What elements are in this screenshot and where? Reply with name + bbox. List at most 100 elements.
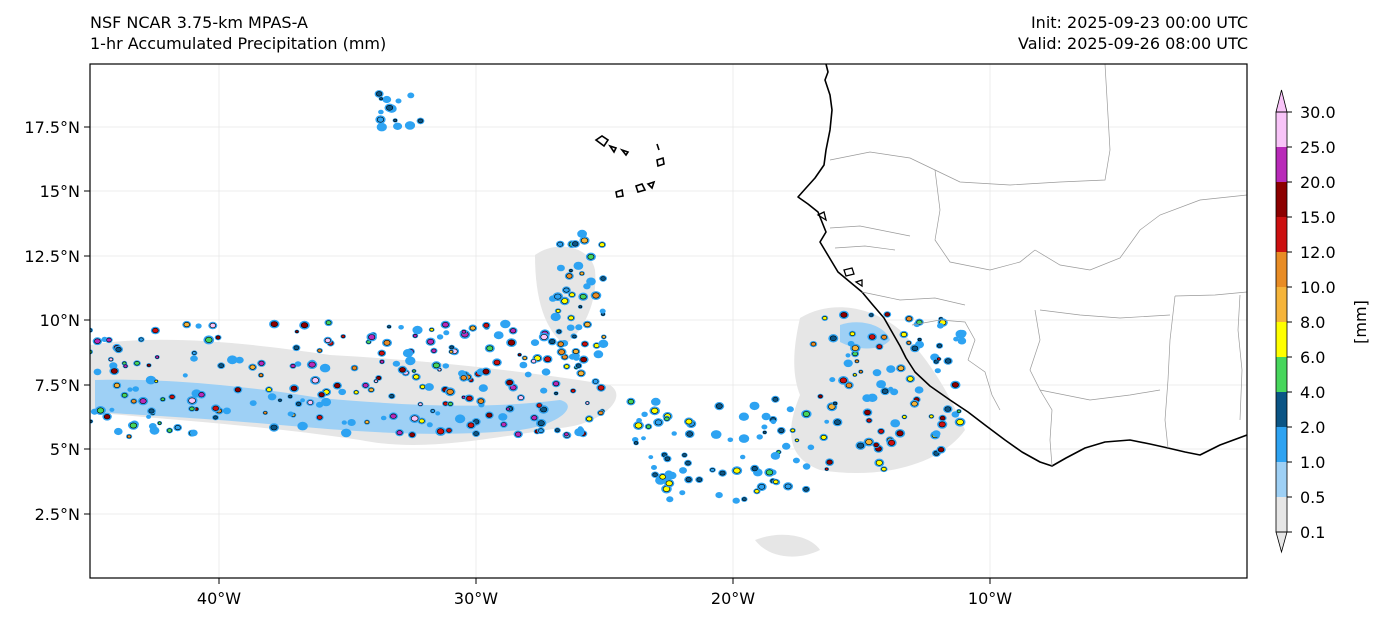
precip-cell-core — [600, 276, 606, 281]
coastal-light-shield — [791, 307, 965, 474]
precip-cell-core — [664, 456, 671, 462]
precip-cell-core — [765, 469, 774, 476]
lon-label: 10°W — [968, 589, 1012, 608]
precip-cell-core — [483, 322, 490, 328]
colorbar-level-label: 12.0 — [1300, 243, 1336, 262]
precip-cell-core — [290, 385, 298, 392]
precip-cell-core — [316, 415, 323, 420]
precip-cell-core — [592, 379, 599, 384]
colorbar-level-label: 4.0 — [1300, 383, 1325, 402]
precip-cell — [405, 356, 416, 366]
colorbar-level-label: 25.0 — [1300, 138, 1336, 157]
colorbar-swatch — [1276, 357, 1287, 392]
precip-cell-core — [493, 359, 501, 366]
precip-cell-core — [437, 428, 445, 435]
precip-cell-core — [826, 459, 833, 465]
precip-cell-core — [851, 345, 859, 351]
precip-cell — [937, 323, 944, 329]
precip-cell-core — [579, 271, 585, 276]
precip-cell — [651, 465, 657, 470]
precip-cell — [435, 411, 441, 416]
precip-cell-core — [659, 474, 666, 480]
precip-cell-core — [215, 335, 221, 340]
border-guinea-mali — [1039, 309, 1171, 319]
precip-cell — [395, 98, 402, 104]
model-name: NSF NCAR 3.75-km MPAS-A — [90, 13, 308, 32]
precip-cell-core — [651, 407, 659, 414]
precip-cell-core — [685, 418, 693, 425]
precip-cell — [519, 361, 528, 369]
precip-cell-core — [409, 432, 416, 438]
island-maio — [646, 180, 656, 190]
precip-cell-core — [897, 365, 905, 371]
precip-cell-core — [317, 348, 323, 353]
precip-cell-core — [773, 479, 779, 484]
precip-cell-core — [486, 412, 493, 418]
precip-cell-core — [103, 414, 111, 420]
precip-cell — [641, 436, 646, 441]
precip-cell — [321, 397, 332, 407]
precip-cell — [404, 121, 416, 130]
lon-label: 40°W — [197, 589, 241, 608]
precip-cell — [127, 387, 133, 392]
precip-cell — [443, 330, 450, 336]
precip-cell-core — [174, 425, 181, 431]
precip-cell-core — [577, 370, 585, 376]
precip-cell-core — [873, 442, 879, 448]
precip-cell-core — [900, 331, 907, 337]
colorbar-level-label: 15.0 — [1300, 208, 1336, 227]
precip-cell-core — [482, 368, 490, 375]
precip-cell — [761, 424, 768, 430]
precip-cell — [802, 463, 811, 470]
field-name: 1-hr Accumulated Precipitation (mm) — [90, 34, 387, 53]
precip-cell-core — [192, 351, 197, 355]
precip-cell-core — [157, 421, 162, 425]
bijagos-islands — [816, 211, 863, 288]
precip-cell — [382, 95, 392, 104]
precip-cell — [109, 407, 115, 412]
precip-cell — [436, 334, 444, 340]
precip-cell-core — [443, 401, 448, 406]
precip-cell — [454, 414, 466, 424]
precip-cell — [398, 325, 404, 330]
precip-cell-core — [881, 467, 887, 472]
island-sao-vicente — [608, 144, 618, 154]
precip-cell — [824, 419, 830, 424]
precip-cell — [727, 437, 734, 443]
precip-cell-core — [715, 403, 723, 409]
precip-cell-core — [399, 367, 406, 373]
precip-cell-core — [258, 373, 264, 378]
precip-cells — [90, 90, 967, 504]
precip-cell — [530, 339, 540, 346]
precip-cell — [599, 308, 606, 314]
precip-cell-core — [566, 273, 573, 279]
precip-cell-core — [270, 321, 278, 327]
precip-cell-core — [733, 467, 741, 474]
precip-cell-core — [554, 391, 559, 395]
precip-cell-core — [951, 382, 959, 388]
precip-cell-core — [393, 118, 398, 122]
precip-cell — [347, 419, 356, 426]
precip-cell-core — [929, 414, 934, 419]
colorbar-extend-min — [1275, 531, 1288, 554]
precip-cell-core — [906, 340, 911, 345]
colorbar-unit-label: [mm] — [1351, 300, 1370, 344]
border-ivory-burkina — [1039, 389, 1161, 401]
precip-cell — [573, 261, 584, 270]
precip-cell — [593, 350, 604, 359]
precip-cell-core — [429, 328, 434, 332]
island-boa-vista — [656, 156, 665, 168]
precip-cell-core — [902, 415, 907, 419]
precip-cell-core — [795, 438, 799, 442]
precip-cell-core — [278, 398, 282, 402]
precip-cell-core — [417, 118, 424, 124]
precip-cell-core — [134, 361, 140, 366]
colorbar-level-label: 10.0 — [1300, 278, 1336, 297]
precip-cell-core — [379, 97, 383, 101]
precip-cell-core — [364, 420, 370, 425]
coastline — [797, 64, 1247, 467]
precip-cell-core — [556, 329, 562, 334]
precip-cell — [407, 92, 415, 99]
precip-cell-core — [803, 486, 809, 492]
precip-cell — [493, 331, 504, 340]
